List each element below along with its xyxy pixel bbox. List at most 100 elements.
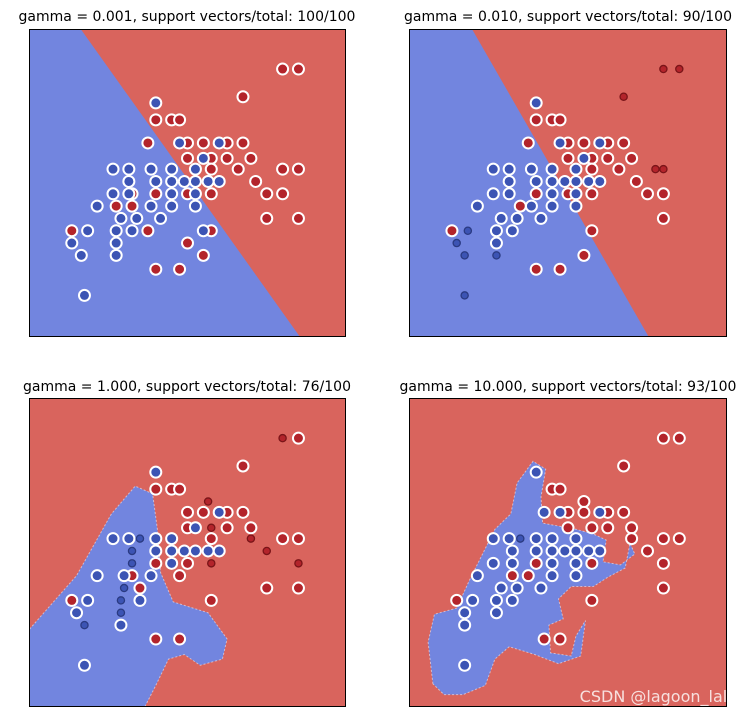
data-point: [452, 238, 461, 248]
support-vector-point: [149, 632, 163, 646]
support-vector-point: [154, 211, 168, 225]
support-vector-point: [130, 211, 144, 225]
support-vector-point: [149, 556, 163, 570]
support-vector-point: [486, 187, 500, 201]
support-vector-point: [149, 96, 163, 110]
support-vector-point: [165, 556, 179, 570]
support-vector-point: [545, 162, 559, 176]
support-vector-point: [291, 581, 305, 595]
support-vector-point: [458, 618, 472, 632]
support-vector-point: [90, 199, 104, 213]
support-vector-point: [204, 187, 218, 201]
support-vector-point: [291, 162, 305, 176]
subplot-gamma-0.010: gamma = 0.010, support vectors/total: 90…: [404, 9, 732, 337]
support-vector-point: [212, 136, 226, 150]
support-vector-point: [458, 658, 472, 672]
support-vector-point: [553, 113, 567, 127]
support-vector-point: [558, 544, 572, 558]
support-vector-point: [569, 532, 583, 546]
support-vector-point: [617, 505, 631, 519]
support-vector-point: [529, 465, 543, 479]
support-vector-point: [109, 199, 123, 213]
support-vector-point: [470, 569, 484, 583]
support-vector-point: [196, 151, 210, 165]
support-vector-point: [165, 174, 179, 188]
support-vector-point: [106, 532, 120, 546]
support-vector-point: [114, 618, 128, 632]
data-point: [207, 523, 216, 533]
support-vector-point: [244, 521, 258, 535]
support-vector-point: [291, 211, 305, 225]
support-vector-point: [489, 606, 503, 620]
support-vector-point: [486, 556, 500, 570]
support-vector-point: [109, 236, 123, 250]
support-vector-point: [545, 569, 559, 583]
support-vector-point: [173, 262, 187, 276]
data-point: [659, 164, 668, 174]
support-vector-point: [569, 199, 583, 213]
support-vector-point: [672, 431, 686, 445]
support-vector-point: [276, 532, 290, 546]
support-vector-point: [196, 505, 210, 519]
support-vector-point: [510, 211, 524, 225]
support-vector-point: [122, 532, 136, 546]
data-point: [135, 534, 145, 543]
support-vector-point: [577, 248, 591, 262]
support-vector-point: [593, 505, 607, 519]
support-vector-point: [236, 459, 250, 473]
support-vector-point: [569, 556, 583, 570]
data-point: [116, 596, 126, 605]
support-vector-point: [77, 658, 91, 672]
data-point: [127, 559, 137, 568]
support-vector-point: [149, 482, 163, 496]
support-vector-point: [529, 262, 543, 276]
data-point: [463, 226, 473, 235]
support-vector-point: [181, 151, 194, 165]
support-vector-point: [65, 593, 79, 607]
support-vector-point: [260, 187, 274, 201]
data-point: [294, 559, 303, 568]
support-vector-point: [489, 224, 503, 238]
support-vector-point: [122, 187, 136, 201]
support-vector-point: [260, 211, 274, 225]
support-vector-point: [585, 556, 599, 570]
support-vector-point: [534, 581, 548, 595]
support-vector-point: [109, 224, 123, 238]
support-vector-point: [188, 174, 202, 188]
support-vector-point: [165, 532, 179, 546]
support-vector-point: [513, 199, 527, 213]
support-vector-point: [122, 162, 136, 176]
data-point: [203, 497, 213, 506]
support-vector-point: [149, 113, 163, 127]
support-vector-point: [220, 521, 234, 535]
support-vector-point: [65, 236, 79, 250]
support-vector-point: [204, 162, 218, 176]
support-vector-point: [601, 521, 615, 535]
support-vector-point: [276, 162, 290, 176]
support-vector-point: [450, 593, 464, 607]
support-vector-point: [625, 151, 639, 165]
support-vector-point: [656, 211, 670, 225]
region-class-0: [409, 29, 649, 337]
support-vector-point: [125, 199, 139, 213]
support-vector-point: [577, 136, 591, 150]
support-vector-point: [173, 569, 187, 583]
support-vector-point: [585, 162, 599, 176]
support-vector-point: [672, 532, 686, 546]
support-vector-point: [196, 224, 210, 238]
support-vector-point: [617, 459, 631, 473]
support-vector-point: [585, 521, 599, 535]
support-vector-point: [244, 151, 258, 165]
support-vector-point: [553, 136, 567, 150]
support-vector-point: [625, 521, 639, 535]
plot-area: [29, 29, 346, 337]
support-vector-point: [109, 248, 123, 262]
data-point: [492, 251, 501, 260]
data-point: [460, 291, 469, 300]
support-vector-point: [181, 236, 194, 250]
subplot-gamma-0.001: gamma = 0.001, support vectors/total: 10…: [19, 9, 355, 337]
support-vector-point: [529, 174, 543, 188]
support-vector-point: [212, 544, 226, 558]
support-vector-point: [173, 632, 187, 646]
